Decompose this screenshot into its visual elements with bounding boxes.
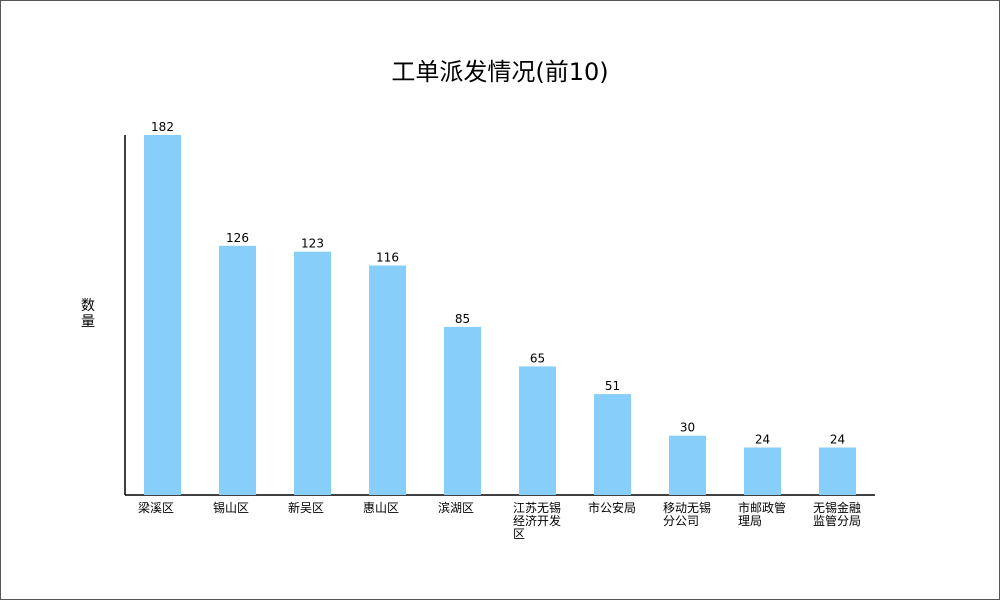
x-tick-label-10: 无锡金融监管分局	[813, 500, 861, 528]
bar-6	[519, 366, 556, 495]
bar-7	[594, 394, 631, 495]
y-axis-label: 数量	[81, 298, 95, 330]
data-label-8: 30	[680, 421, 695, 435]
bar-10	[819, 447, 856, 495]
data-label-5: 85	[455, 312, 470, 326]
data-label-6: 65	[530, 351, 545, 365]
bar-4	[369, 265, 406, 495]
data-label-10: 24	[830, 433, 845, 447]
x-tick-label-8: 移动无锡分公司	[663, 500, 711, 528]
bar-8	[669, 435, 706, 495]
x-tick-label-5: 滨湖区	[438, 500, 474, 515]
data-label-2: 126	[226, 231, 249, 245]
data-label-7: 51	[605, 379, 620, 393]
data-label-3: 123	[301, 237, 324, 251]
bar-1	[144, 135, 181, 495]
bar-9	[744, 447, 781, 495]
bar-2	[219, 245, 256, 495]
x-tick-label-3: 新吴区	[288, 500, 324, 515]
data-label-9: 24	[755, 433, 770, 447]
x-tick-label-2: 锡山区	[213, 500, 249, 515]
data-label-1: 182	[151, 120, 174, 134]
data-label-4: 116	[376, 251, 399, 265]
x-tick-label-9: 市邮政管理局	[738, 500, 786, 528]
bar-3	[294, 251, 331, 495]
x-tick-label-4: 惠山区	[363, 501, 399, 515]
x-tick-label-6: 江苏无锡经济开发区	[513, 500, 561, 541]
x-tick-label-1: 梁溪区	[138, 500, 174, 515]
x-tick-label-7: 市公安局	[588, 500, 636, 515]
chart-title: 工单派发情况(前10)	[391, 58, 609, 86]
bar-5	[444, 326, 481, 495]
